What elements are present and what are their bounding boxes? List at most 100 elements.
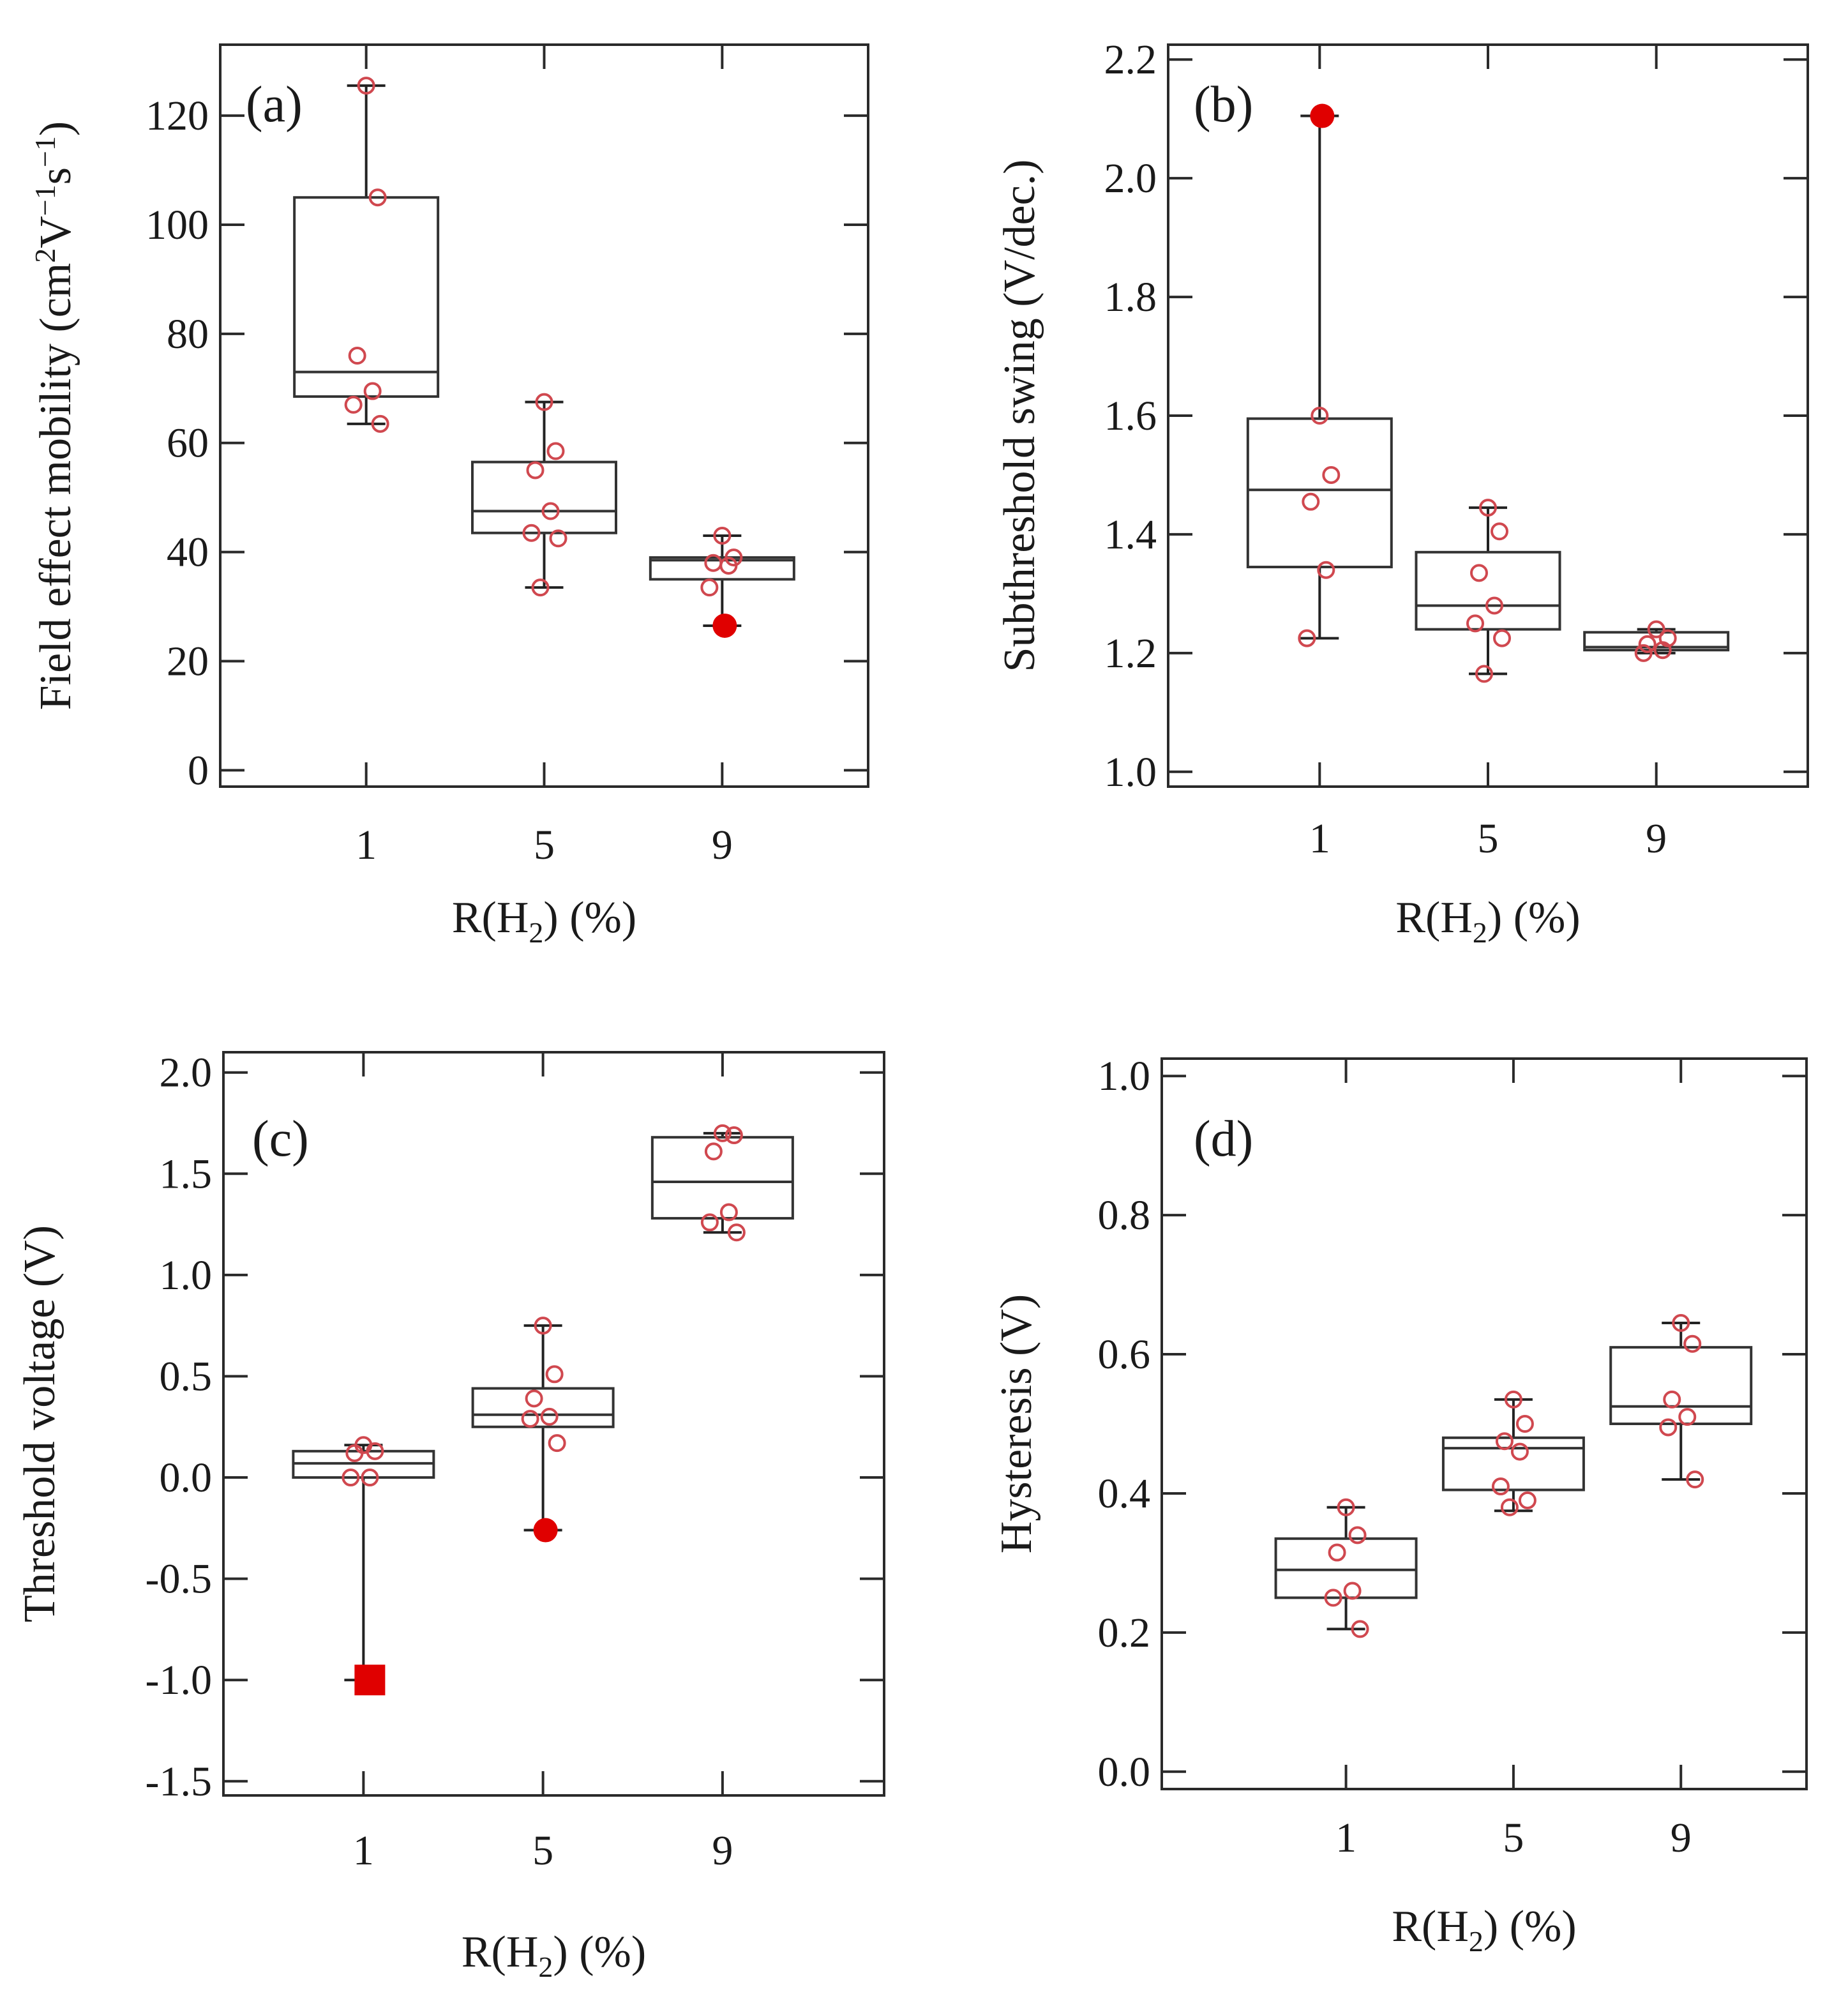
data-point xyxy=(1510,1442,1529,1461)
y-tick-label: 0 xyxy=(188,747,209,794)
y-tick-label: 120 xyxy=(146,93,209,139)
x-tick-label: 9 xyxy=(1646,815,1667,862)
x-axis-label: R(H2) (%) xyxy=(462,1928,646,1983)
data-point xyxy=(713,1124,732,1142)
panel-label: (d) xyxy=(1194,1111,1253,1167)
x-axis-label: R(H2) (%) xyxy=(452,893,636,949)
y-tick-label: 0.5 xyxy=(160,1353,213,1400)
data-point xyxy=(525,1389,543,1408)
data-point xyxy=(1638,635,1656,653)
data-point xyxy=(1500,1498,1519,1516)
data-point xyxy=(1298,629,1316,647)
x-tick-label: 1 xyxy=(1335,1815,1356,1861)
data-point xyxy=(725,1126,743,1145)
data-point xyxy=(1504,1390,1522,1409)
y-tick-label: -1.0 xyxy=(146,1657,212,1703)
data-point xyxy=(1328,1543,1346,1562)
data-point xyxy=(1663,1390,1681,1409)
y-tick-label: 1.0 xyxy=(1104,749,1157,796)
data-point xyxy=(541,502,560,520)
box-iqr xyxy=(471,460,617,534)
y-axis-label: Hysteresis (V) xyxy=(992,1294,1041,1553)
y-tick-label: 2.0 xyxy=(1104,155,1157,202)
y-tick-label: 1.2 xyxy=(1104,630,1157,677)
data-point xyxy=(1479,499,1497,517)
y-tick-label: 2.0 xyxy=(160,1050,213,1096)
y-axis-label: Threshold voltage (V) xyxy=(15,1225,64,1622)
data-point xyxy=(357,77,375,95)
data-point xyxy=(719,1203,738,1221)
panel-d: 0.0 0.2 0.4 0.6 0.8 1.0 1 5 9 (d) R(H2) (%) Hystere… xyxy=(992,1053,1808,1958)
data-point xyxy=(1653,641,1672,660)
y-tick-label: 60 xyxy=(167,420,209,467)
y-tick-label: 1.8 xyxy=(1104,274,1157,321)
data-point xyxy=(1311,407,1329,425)
y-tick-label: 1.5 xyxy=(160,1151,213,1197)
x-axis-label: R(H2) (%) xyxy=(1395,893,1580,949)
data-point xyxy=(704,1142,723,1161)
data-point xyxy=(1518,1491,1536,1509)
data-point xyxy=(546,442,565,460)
x-tick-label: 1 xyxy=(1309,815,1330,862)
y-tick-label: 1.4 xyxy=(1104,511,1157,558)
y-tick-label: 20 xyxy=(167,638,209,684)
data-point xyxy=(342,1469,360,1487)
y-tick-label: 2.2 xyxy=(1104,36,1157,83)
y-tick-label: 0.2 xyxy=(1098,1610,1151,1656)
panel-label: (c) xyxy=(252,1111,309,1167)
data-point xyxy=(1302,492,1320,511)
data-point xyxy=(700,578,719,597)
y-tick-label: 80 xyxy=(167,311,209,358)
data-point xyxy=(361,1469,379,1487)
data-point xyxy=(549,529,567,548)
y-tick-label: -1.5 xyxy=(146,1758,212,1805)
outlier-square xyxy=(354,1665,386,1696)
x-tick-label: 9 xyxy=(712,1827,733,1874)
data-point xyxy=(713,526,732,545)
y-tick-label: 1.6 xyxy=(1104,393,1157,439)
y-tick-label: 1.0 xyxy=(160,1252,213,1299)
data-point xyxy=(1351,1620,1369,1638)
data-point xyxy=(1475,665,1493,683)
outlier-point xyxy=(1310,103,1335,128)
panel-label: (b) xyxy=(1194,77,1253,133)
y-tick-label: 100 xyxy=(146,202,209,248)
data-point xyxy=(1491,522,1508,541)
data-point xyxy=(1672,1314,1690,1333)
data-point xyxy=(1348,1526,1367,1545)
x-tick-label: 9 xyxy=(712,822,733,868)
data-point xyxy=(1678,1408,1697,1426)
data-point xyxy=(1647,620,1665,638)
y-tick-label: 0.4 xyxy=(1098,1470,1151,1517)
data-point xyxy=(1322,465,1341,484)
data-point xyxy=(535,393,553,411)
x-tick-label: 9 xyxy=(1671,1815,1692,1861)
x-tick-label: 5 xyxy=(1478,815,1499,862)
data-point xyxy=(1317,561,1335,579)
y-tick-label: 0.8 xyxy=(1098,1192,1151,1239)
x-tick-label: 5 xyxy=(534,822,555,868)
outlier-point xyxy=(533,1518,558,1543)
data-point xyxy=(534,1317,552,1335)
y-tick-label: 40 xyxy=(167,529,209,576)
box-iqr xyxy=(293,196,440,398)
data-point xyxy=(719,556,738,575)
data-point xyxy=(531,578,550,597)
data-point xyxy=(727,1223,746,1242)
panel-c: -1.5 -1.0 -0.5 0.0 0.5 1.0 1.5 2.0 1 5 9 (c) R(H2) (… xyxy=(15,1050,885,1983)
x-tick-label: 5 xyxy=(1503,1815,1524,1861)
x-axis-label: R(H2) (%) xyxy=(1392,1902,1576,1958)
x-tick-label: 1 xyxy=(353,1827,374,1874)
data-point xyxy=(521,1410,539,1428)
data-point xyxy=(363,382,382,400)
y-tick-label: -0.5 xyxy=(146,1556,212,1603)
y-axis-label: Field effect mobility (cm2V−1s−1) xyxy=(29,121,80,711)
data-point xyxy=(548,1434,566,1453)
y-axis-label: Subthreshold swing (V/dec.) xyxy=(995,160,1044,672)
x-tick-label: 5 xyxy=(532,1827,553,1874)
x-tick-label: 1 xyxy=(356,822,377,868)
plot-frame xyxy=(1167,43,1809,788)
data-point xyxy=(348,347,366,365)
y-tick-label: 0.0 xyxy=(1098,1749,1151,1795)
